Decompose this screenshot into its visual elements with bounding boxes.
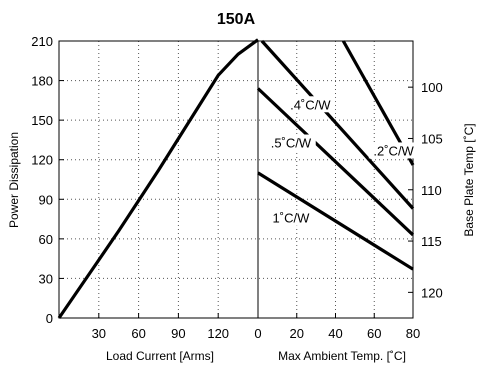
power-curve bbox=[57, 38, 259, 319]
x-left-axis-title: Load Current [Arms] bbox=[106, 349, 214, 363]
thermal-line bbox=[257, 171, 414, 271]
y-left-axis-title: Power Dissipation bbox=[7, 132, 21, 228]
x-right-axis-title: Max Ambient Temp. [˚C] bbox=[278, 349, 406, 363]
series-label: .4˚C/W bbox=[290, 97, 331, 112]
series-label-backdrop bbox=[285, 96, 336, 113]
series-label-backdrop bbox=[269, 209, 312, 226]
y-left-tick-label: 90 bbox=[39, 192, 53, 207]
y-right-tick-label: 105 bbox=[421, 131, 443, 146]
x-right-tick-label: 20 bbox=[290, 326, 304, 341]
x-right-tick-label: 40 bbox=[328, 326, 342, 341]
x-right-tick-label: 80 bbox=[406, 326, 420, 341]
y-right-tick-label: 120 bbox=[421, 285, 443, 300]
y-right-tick-label: 115 bbox=[421, 234, 442, 249]
tick-layer bbox=[59, 40, 414, 319]
y-left-tick-label: 150 bbox=[31, 113, 53, 128]
y-left-tick-label: 180 bbox=[31, 74, 53, 89]
grid-layer bbox=[59, 41, 413, 318]
x-left-tick-label: 90 bbox=[171, 326, 185, 341]
thermal-line bbox=[260, 39, 415, 210]
series-label: 1˚C/W bbox=[273, 211, 311, 226]
y-right-tick-label: 110 bbox=[421, 183, 442, 198]
series-label: .2˚C/W bbox=[373, 143, 414, 158]
y-left-tick-label: 210 bbox=[31, 34, 53, 49]
series-label-backdrop bbox=[368, 142, 419, 159]
series-label-backdrop bbox=[266, 134, 316, 151]
y-left-tick-label: 120 bbox=[31, 153, 53, 168]
y-left-tick-label: 0 bbox=[46, 311, 53, 326]
x-left-tick-label: 30 bbox=[92, 326, 106, 341]
label-layer: 0 30 60 90 120 150 180 210 100 105 110 115 120 30 60 90… bbox=[31, 34, 442, 341]
chart-title: 150A bbox=[217, 11, 256, 28]
y-left-tick-label: 60 bbox=[39, 232, 53, 247]
x-right-tick-label: 0 bbox=[254, 326, 261, 341]
y-left-tick-label: 30 bbox=[39, 271, 53, 286]
curve-layer bbox=[57, 38, 415, 319]
series-label: .5˚C/W bbox=[271, 136, 312, 151]
y-right-tick-label: 100 bbox=[421, 80, 443, 95]
x-left-tick-label: 120 bbox=[207, 326, 229, 341]
x-right-tick-label: 60 bbox=[367, 326, 381, 341]
plot-frame bbox=[58, 40, 414, 319]
x-left-tick-label: 60 bbox=[131, 326, 145, 341]
thermal-line bbox=[256, 87, 415, 237]
y-right-axis-title: Base Plate Temp [˚C] bbox=[462, 123, 476, 236]
